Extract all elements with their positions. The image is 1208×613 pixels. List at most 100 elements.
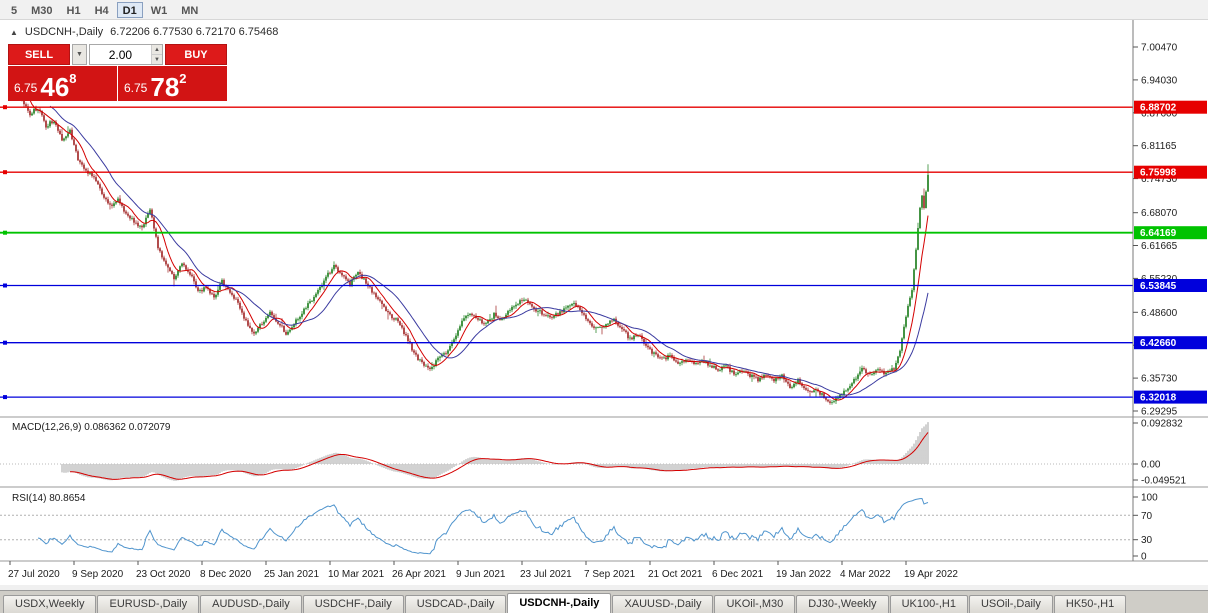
date-axis-label: 23 Oct 2020 (136, 569, 191, 580)
chart-tab-usdcaddaily[interactable]: USDCAD-,Daily (404, 595, 507, 613)
price-axis-label: 6.48600 (1141, 308, 1178, 319)
level-price-label: 6.53845 (1140, 281, 1177, 292)
chart-tab-uk100h1[interactable]: UK100-,H1 (889, 595, 968, 613)
level-price-tag (1134, 390, 1207, 404)
fast-ma-line (23, 90, 929, 401)
timeframe-button-d1[interactable]: D1 (116, 1, 143, 18)
price-axis-label: 6.61665 (1141, 241, 1178, 252)
date-axis-label: 10 Mar 2021 (328, 569, 385, 580)
buy-price-point: 2 (179, 71, 187, 86)
date-axis-label: 9 Sep 2020 (72, 569, 124, 580)
price-chart: 7.00470 6.94030 6.87600 6.81165 6.74730 6.680… (0, 20, 1208, 585)
date-axis-label: 6 Dec 2021 (712, 569, 764, 580)
chart-tab-ukoilm30[interactable]: UKOil-,M30 (714, 595, 796, 613)
date-axis-label: 9 Jun 2021 (456, 569, 506, 580)
level-price-tag (1134, 279, 1207, 292)
volume-increase-button[interactable]: ▲ (151, 45, 162, 55)
timeframe-button-mn[interactable]: MN (181, 4, 199, 17)
sell-button[interactable]: SELL (8, 44, 70, 65)
volume-input[interactable] (90, 45, 151, 64)
level-price-tag (1134, 226, 1207, 240)
date-axis-label: 19 Apr 2022 (904, 569, 958, 580)
slow-ma-line (49, 105, 929, 396)
chart-title-overlay: ▲ USDCNH-,Daily 6.72206 6.77530 6.72170 … (10, 26, 278, 38)
buy-price-integer: 6.75 (124, 81, 148, 95)
one-click-trading-panel: SELL ▼ ▲ ▼ BUY 6.75 46 8 6.75 78 2 (8, 44, 227, 101)
chart-background (0, 20, 1208, 561)
date-axis-label: 19 Jan 2022 (776, 569, 831, 580)
chevron-up-icon: ▲ (153, 46, 160, 53)
chart-tabs-bar: USDX,Weekly EURUSD-,Daily AUDUSD-,Daily USD… (0, 590, 1208, 613)
timeframe-button-5[interactable]: 5 (11, 4, 18, 17)
rsi-axis-label: 0 (1141, 552, 1147, 563)
date-axis-background (0, 561, 1208, 585)
macd-signal-line (70, 432, 929, 480)
price-axis-label: 6.68070 (1141, 208, 1178, 219)
sell-price-display[interactable]: 6.75 46 8 (8, 66, 117, 101)
macd-histogram (61, 422, 929, 481)
chart-tab-usoildaily[interactable]: USOil-,Daily (968, 595, 1053, 613)
chart-tab-usdxweekly[interactable]: USDX,Weekly (3, 595, 97, 613)
level-price-label: 6.64169 (1140, 228, 1177, 239)
volume-dropdown-button[interactable]: ▼ (72, 44, 87, 65)
sell-price-point: 8 (69, 71, 77, 86)
timeframe-button-h1[interactable]: H1 (66, 4, 81, 17)
date-axis-label: 26 Apr 2021 (392, 569, 446, 580)
level-line-handle[interactable] (3, 340, 7, 345)
chart-tab-audusddaily[interactable]: AUDUSD-,Daily (200, 595, 302, 613)
chart-symbol-label: USDCNH-,Daily (24, 26, 104, 38)
buy-price-pips: 78 (150, 71, 180, 102)
price-axis-label: 6.74730 (1141, 174, 1178, 185)
macd-axis-label: 0.00 (1141, 460, 1161, 471)
volume-stepper: ▲ ▼ (150, 45, 162, 64)
macd-axis-label: 0.092832 (1141, 419, 1183, 430)
level-price-label: 6.42660 (1140, 338, 1177, 349)
chart-tab-usdchfdaily[interactable]: USDCHF-,Daily (302, 595, 404, 613)
chart-tab-eurusddaily[interactable]: EURUSD-,Daily (97, 595, 200, 613)
chart-tab-xauusddaily[interactable]: XAUUSD-,Daily (612, 595, 714, 613)
level-line-handle[interactable] (3, 230, 7, 235)
date-axis-label: 25 Jan 2021 (264, 569, 319, 580)
level-price-label: 6.88702 (1140, 103, 1177, 114)
timeframe-button-h4[interactable]: H4 (94, 4, 109, 17)
timeframe-button-m30[interactable]: M30 (31, 4, 53, 17)
rsi-axis-label: 70 (1141, 511, 1153, 522)
chart-tab-usdcnhdaily[interactable]: USDCNH-,Daily (507, 593, 612, 613)
sell-price-integer: 6.75 (14, 81, 38, 95)
date-axis-label: 8 Dec 2020 (200, 569, 252, 580)
price-axis-label: 6.29295 (1141, 407, 1178, 418)
level-line-handle[interactable] (3, 170, 7, 175)
level-price-tag (1134, 165, 1207, 179)
chart-tab-dj30weekly[interactable]: DJ30-,Weekly (796, 595, 889, 613)
macd-axis-label: -0.049521 (1141, 476, 1186, 487)
collapse-panel-icon[interactable]: ▲ (10, 27, 18, 37)
timeframe-toolbar: 5 M30 H1 H4 D1 W1 MN (0, 0, 1208, 20)
level-line-handle[interactable] (3, 283, 7, 288)
chart-tab-hk50h1[interactable]: HK50-,H1 (1053, 595, 1127, 613)
buy-price-display[interactable]: 6.75 78 2 (118, 66, 227, 101)
price-axis-label: 6.35730 (1141, 374, 1178, 385)
price-axis-label: 6.94030 (1141, 75, 1178, 86)
date-axis-label: 23 Jul 2021 (520, 569, 572, 580)
chart-ohlc-values: 6.72206 6.77530 6.72170 6.75468 (110, 26, 279, 38)
date-axis-label: 7 Sep 2021 (584, 569, 636, 580)
chevron-down-icon: ▼ (76, 51, 83, 58)
volume-field: ▲ ▼ (89, 44, 163, 65)
level-price-tag (1134, 336, 1207, 350)
date-axis-label: 21 Oct 2021 (648, 569, 703, 580)
rsi-line (37, 497, 929, 555)
date-axis-label: 27 Jul 2020 (8, 569, 60, 580)
timeframe-button-w1[interactable]: W1 (150, 4, 168, 17)
macd-indicator-label: MACD(12,26,9) 0.086362 0.072079 (12, 422, 171, 433)
sell-price-pips: 46 (40, 71, 70, 102)
rsi-indicator-label: RSI(14) 80.8654 (12, 493, 86, 504)
level-price-label: 6.75998 (1140, 168, 1177, 179)
level-line-handle[interactable] (3, 105, 7, 110)
price-axis-label: 6.81165 (1141, 141, 1177, 152)
level-line-handle[interactable] (3, 395, 7, 400)
date-axis-label: 4 Mar 2022 (840, 569, 891, 580)
level-price-label: 6.32018 (1140, 393, 1177, 404)
volume-decrease-button[interactable]: ▼ (151, 55, 162, 64)
price-axis-label: 7.00470 (1141, 43, 1178, 54)
buy-button[interactable]: BUY (165, 44, 227, 65)
